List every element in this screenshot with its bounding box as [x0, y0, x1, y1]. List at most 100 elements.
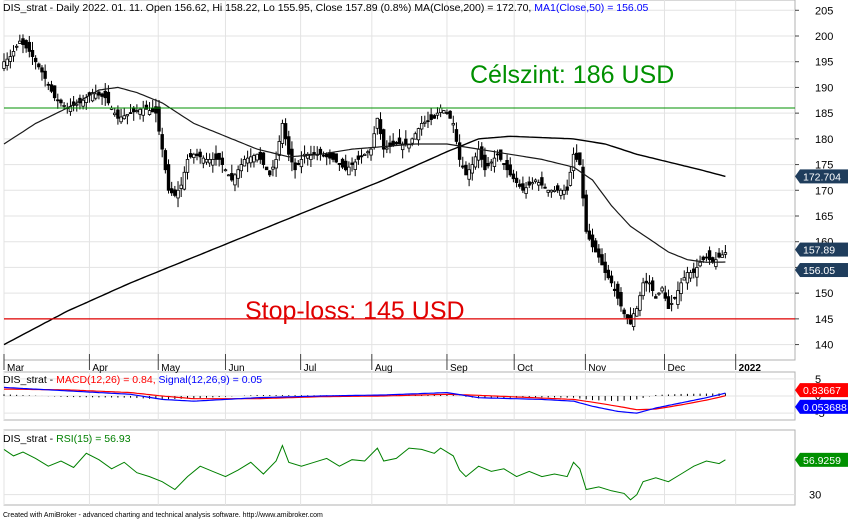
candle-body	[400, 143, 405, 151]
candle-body	[464, 164, 468, 176]
candle-body	[720, 254, 724, 258]
candle-body	[486, 163, 490, 167]
stop-loss-level-label: Stop-loss: 145 USD	[245, 297, 465, 325]
candle-body	[18, 40, 22, 44]
candle-body	[556, 185, 560, 191]
candle-body	[628, 314, 633, 325]
candle-body	[410, 138, 414, 144]
candle-body	[470, 164, 474, 174]
candle-body	[559, 189, 563, 196]
candle-body	[432, 115, 437, 119]
candle-body	[255, 153, 259, 161]
rsi-value-tag: 56.9259	[803, 455, 841, 467]
candle-body	[81, 99, 85, 107]
month-label: Sep	[450, 363, 468, 374]
candle-body	[546, 189, 550, 193]
signal-value-tag-arrow	[795, 399, 800, 414]
candle-body	[233, 174, 237, 186]
candle-body	[43, 70, 47, 79]
candle-body	[565, 186, 569, 191]
candle-body	[90, 92, 95, 102]
candle-body	[8, 56, 13, 62]
candle-body	[309, 153, 313, 160]
candle-body	[483, 154, 487, 171]
candle-body	[296, 162, 300, 165]
candle-body	[416, 128, 421, 141]
candle-body	[239, 164, 243, 172]
macd-line	[3, 386, 726, 414]
candle-body	[46, 83, 50, 86]
candle-body	[714, 259, 718, 267]
candle-body	[264, 166, 269, 171]
candle-body	[445, 112, 449, 114]
close-value-tag-arrow	[795, 242, 800, 257]
candle-body	[359, 155, 364, 158]
macd-y-tick-label: -5	[815, 408, 825, 420]
candle-body	[125, 114, 130, 117]
candle-body	[442, 110, 446, 114]
macd-value-tag: 0.83667	[803, 385, 841, 397]
candle-body	[220, 157, 225, 165]
candle-body	[429, 114, 433, 120]
candle-body	[299, 159, 304, 168]
candle-body	[385, 147, 389, 150]
candle-body	[163, 150, 168, 171]
candle-body	[211, 159, 215, 166]
candle-body	[103, 90, 107, 99]
candle-body	[584, 194, 588, 232]
candle-body	[5, 58, 9, 66]
candle-body	[635, 308, 639, 317]
candle-body	[94, 93, 98, 99]
macd-header: DIS_strat - MACD(12,26) = 0.84, Signal(1…	[3, 374, 262, 386]
candle-body	[344, 160, 348, 171]
candle-body	[609, 275, 614, 284]
candle-body	[37, 63, 41, 68]
ma50-value-tag: 156.05	[803, 265, 835, 277]
candle-body	[397, 137, 402, 145]
candle-body	[616, 283, 620, 299]
candle-body	[524, 187, 528, 194]
candle-body	[113, 112, 117, 116]
rsi-legend: RSI(15) = 56.93	[56, 433, 131, 445]
candle-body	[325, 153, 329, 158]
candle-body	[647, 282, 652, 285]
candle-body	[141, 107, 145, 116]
candle-body	[160, 134, 164, 150]
candle-body	[568, 171, 573, 186]
candle-body	[59, 99, 63, 104]
candle-body	[590, 234, 595, 248]
candle-body	[100, 93, 104, 97]
candle-body	[147, 110, 152, 115]
candle-body	[540, 177, 544, 186]
candle-body	[185, 159, 190, 173]
price-y-tick-label: 165	[815, 211, 833, 223]
candle-body	[514, 177, 519, 183]
candle-body	[688, 272, 693, 279]
candle-body	[375, 117, 380, 129]
close-value-tag-bg	[800, 242, 848, 257]
candle-body	[593, 240, 598, 253]
candle-body	[277, 141, 281, 156]
ma200-line	[3, 135, 726, 346]
candle-body	[2, 61, 6, 69]
candles-group	[2, 34, 728, 331]
month-label: Nov	[588, 363, 606, 374]
candle-body	[179, 184, 183, 189]
candle-body	[543, 186, 547, 189]
rsi-value-tag-arrow	[795, 452, 800, 467]
candle-body	[695, 267, 699, 278]
month-label: Dec	[667, 363, 685, 374]
candle-body	[340, 158, 345, 168]
candle-body	[505, 160, 509, 171]
candle-body	[435, 112, 440, 116]
candle-body	[502, 163, 506, 165]
candle-body	[372, 133, 376, 148]
candle-body	[423, 121, 427, 124]
candle-body	[236, 169, 240, 179]
candle-body	[337, 162, 342, 165]
price-y-tick-label: 205	[815, 5, 833, 17]
rsi-value-tag-bg	[800, 452, 848, 467]
candle-body	[597, 248, 601, 258]
candle-body	[480, 146, 484, 160]
